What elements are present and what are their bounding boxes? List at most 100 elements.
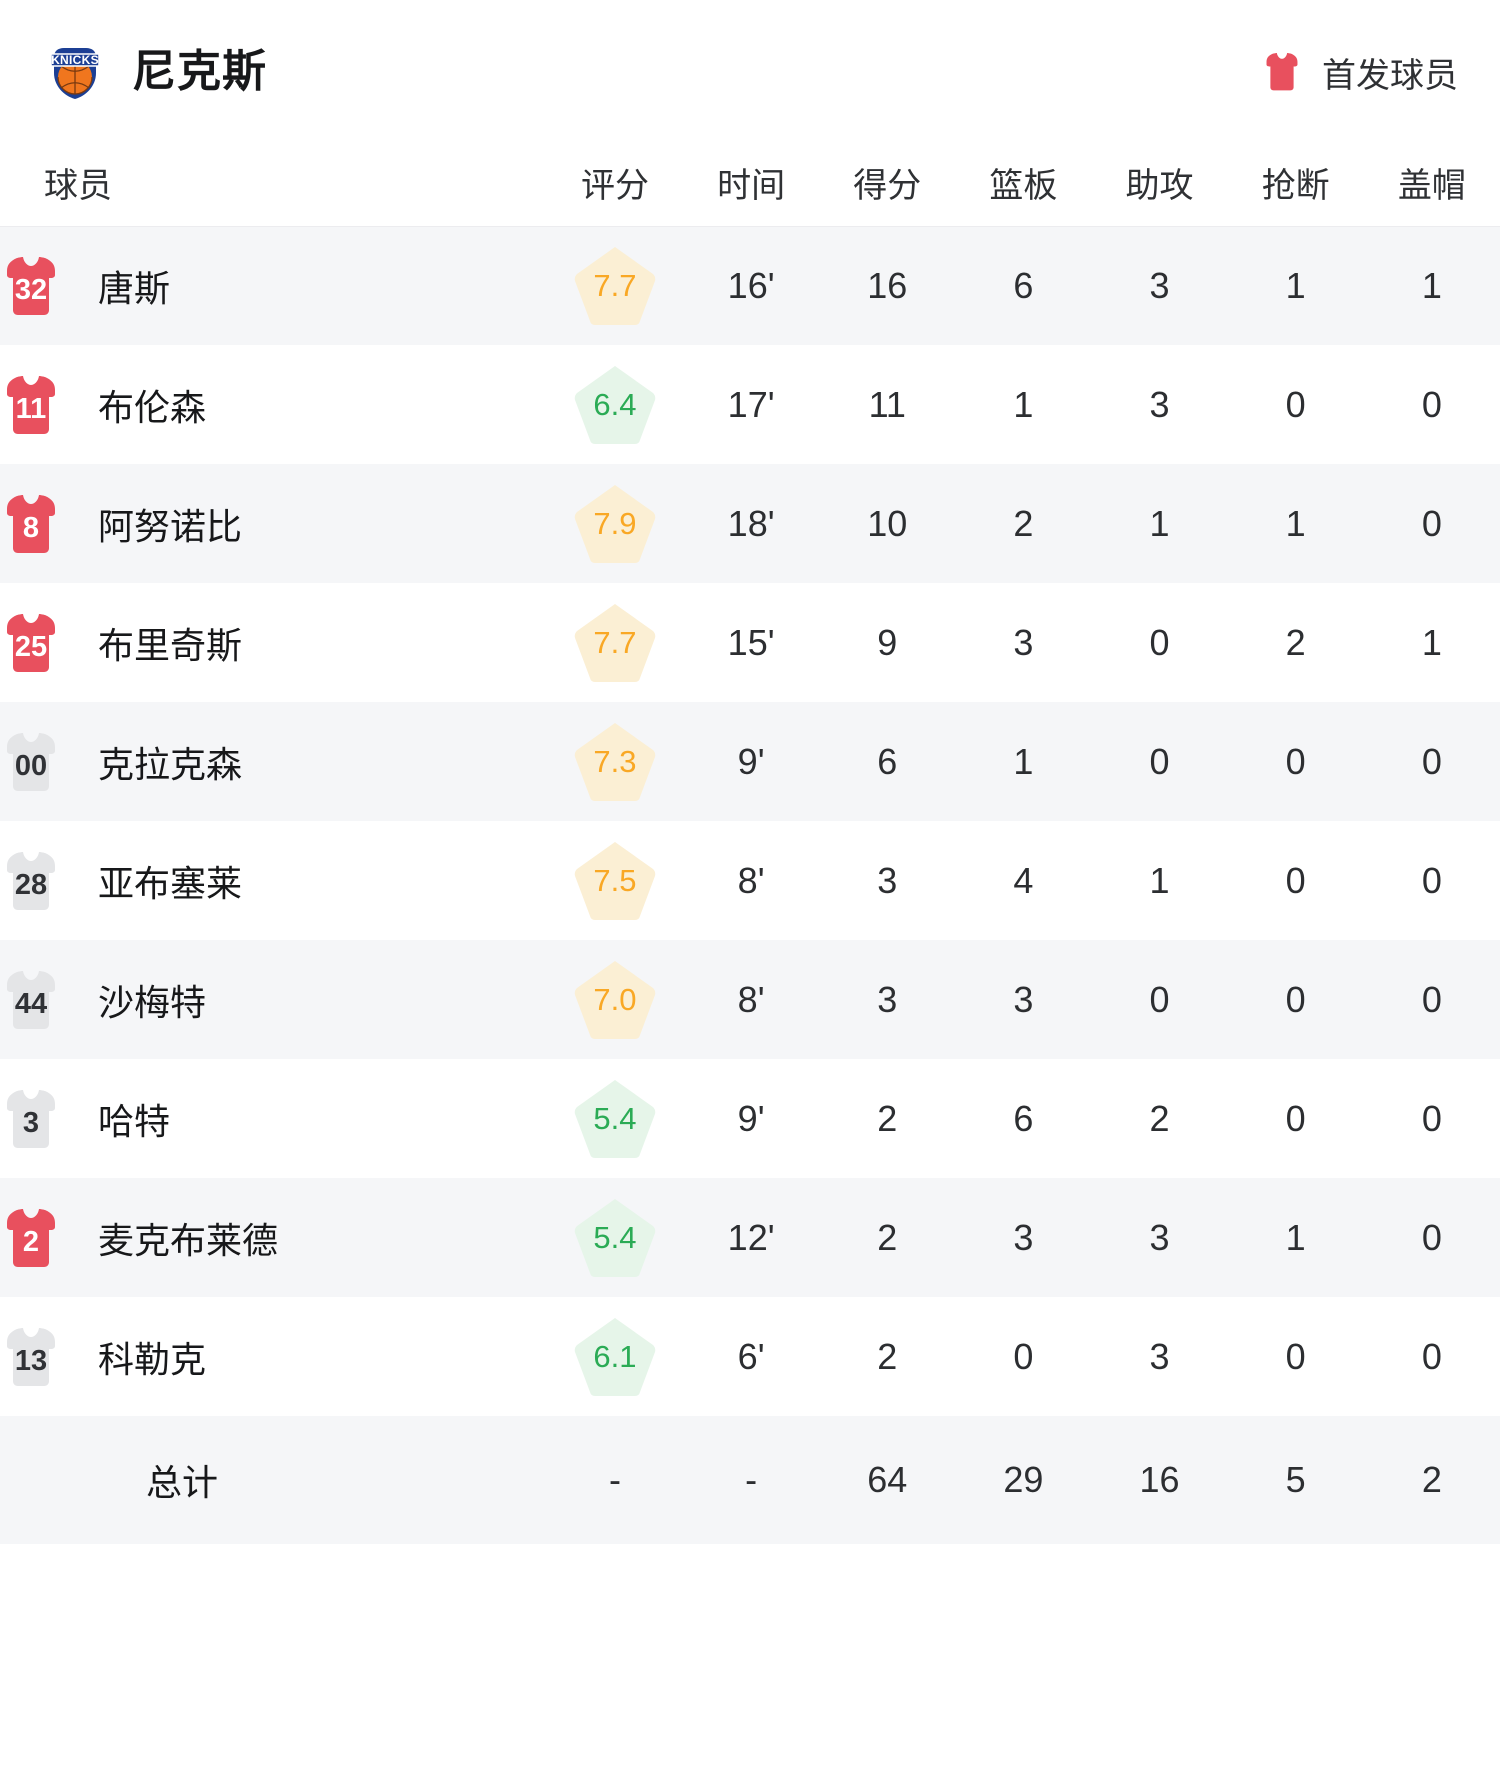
player-name: 亚布塞莱 (98, 862, 243, 904)
jersey-icon-starter: 25 (0, 611, 62, 675)
blocks-value: 1 (1421, 264, 1442, 306)
assists-value: 0 (1149, 740, 1170, 782)
rating-cell: 7.3 (547, 702, 683, 821)
rating-badge: 7.3 (573, 721, 657, 803)
table-row[interactable]: 00 克拉克森 7.3 9' 6 1 0 0 0 (0, 702, 1500, 821)
totals-label-cell: 总计 (0, 1416, 547, 1544)
minutes-value: 9' (737, 1097, 765, 1139)
rebounds-value: 1 (1013, 740, 1034, 782)
player-cell[interactable]: 28 亚布塞莱 (0, 821, 547, 940)
table-row[interactable]: 25 布里奇斯 7.7 15' 9 3 0 2 1 (0, 583, 1500, 702)
rebounds-value: 2 (1013, 502, 1034, 544)
svg-text:KNICKS: KNICKS (51, 53, 99, 67)
table-row[interactable]: 2 麦克布莱德 5.4 12' 2 3 3 1 0 (0, 1178, 1500, 1297)
points-value: 3 (877, 859, 898, 901)
player-name: 阿努诺比 (98, 505, 243, 547)
rating-cell: 7.9 (547, 464, 683, 583)
assists-value: 3 (1149, 1335, 1170, 1377)
rebounds-value: 3 (1013, 621, 1034, 663)
jersey-icon-starter: 2 (0, 1206, 62, 1270)
points-value: 2 (877, 1216, 898, 1258)
points-value: 9 (877, 621, 898, 663)
assists-value: 3 (1149, 264, 1170, 306)
jersey-icon-bench: 00 (0, 730, 62, 794)
rating-value: 7.5 (593, 862, 637, 898)
column-header-minutes[interactable]: 时间 (717, 167, 786, 206)
starters-legend: 首发球员 (1262, 48, 1474, 97)
jersey-number: 11 (15, 392, 47, 425)
column-header-rebounds[interactable]: 篮板 (989, 167, 1058, 206)
rebounds-value: 3 (1013, 1216, 1034, 1258)
table-row[interactable]: 32 唐斯 7.7 16' 16 6 3 1 1 (0, 226, 1500, 345)
rating-value: 5.4 (593, 1100, 637, 1136)
table-row[interactable]: 11 布伦森 6.4 17' 11 1 3 0 0 (0, 345, 1500, 464)
blocks-value: 0 (1421, 1097, 1442, 1139)
column-header-rating[interactable]: 评分 (580, 167, 649, 206)
jersey-icon-starter: 11 (0, 373, 62, 437)
table-row[interactable]: 3 哈特 5.4 9' 2 6 2 0 0 (0, 1059, 1500, 1178)
blocks-value: 1 (1421, 621, 1442, 663)
player-cell[interactable]: 3 哈特 (0, 1059, 547, 1178)
player-name: 沙梅特 (98, 981, 207, 1023)
table-row[interactable]: 8 阿努诺比 7.9 18' 10 2 1 1 0 (0, 464, 1500, 583)
rating-cell: 6.1 (547, 1297, 683, 1416)
points-value: 2 (877, 1335, 898, 1377)
jersey-icon (1262, 51, 1302, 93)
jersey-icon-bench: 28 (0, 849, 62, 913)
player-cell[interactable]: 32 唐斯 (0, 226, 547, 345)
rating-cell: 7.7 (547, 583, 683, 702)
player-cell[interactable]: 8 阿努诺比 (0, 464, 547, 583)
rating-badge: 6.4 (573, 364, 657, 446)
player-cell[interactable]: 25 布里奇斯 (0, 583, 547, 702)
rating-badge: 7.7 (573, 245, 657, 327)
team-identity[interactable]: KNICKS 尼克斯 (44, 41, 267, 103)
team-header: KNICKS 尼克斯 首发球员 (0, 0, 1500, 140)
player-name: 布伦森 (98, 386, 207, 428)
column-header-points[interactable]: 得分 (853, 167, 922, 206)
rating-badge: 7.0 (573, 959, 657, 1041)
table-row[interactable]: 44 沙梅特 7.0 8' 3 3 0 0 0 (0, 940, 1500, 1059)
rating-cell: 7.7 (547, 226, 683, 345)
assists-value: 0 (1149, 621, 1170, 663)
player-cell[interactable]: 2 麦克布莱德 (0, 1178, 547, 1297)
minutes-value: 6' (737, 1335, 765, 1377)
points-value: 10 (867, 502, 908, 544)
boxscore-table: 球员 评分 时间 得分 篮板 助攻 抢断 盖帽 32 唐斯 7.7 16' 16 6 3 1 1… (0, 140, 1500, 1544)
jersey-number: 32 (14, 273, 48, 306)
rating-cell: 5.4 (547, 1059, 683, 1178)
player-name: 科勒克 (98, 1338, 207, 1380)
blocks-value: 0 (1421, 1216, 1442, 1258)
rating-value: 6.1 (593, 1338, 637, 1374)
table-row[interactable]: 13 科勒克 6.1 6' 2 0 3 0 0 (0, 1297, 1500, 1416)
steals-value: 0 (1285, 1335, 1306, 1377)
minutes-value: 15' (727, 621, 775, 663)
jersey-number: 3 (22, 1106, 40, 1139)
blocks-value: 0 (1421, 1335, 1442, 1377)
player-cell[interactable]: 13 科勒克 (0, 1297, 547, 1416)
column-header-steals[interactable]: 抢断 (1261, 167, 1330, 206)
jersey-icon-bench: 3 (0, 1087, 62, 1151)
points-value: 2 (877, 1097, 898, 1139)
jersey-number: 25 (14, 630, 48, 663)
points-value: 6 (877, 740, 898, 782)
jersey-icon-bench: 44 (0, 968, 62, 1032)
points-value: 3 (877, 978, 898, 1020)
totals-rebounds: 29 (1003, 1459, 1044, 1500)
player-name: 哈特 (98, 1100, 171, 1142)
rebounds-value: 0 (1013, 1335, 1034, 1377)
rating-value: 7.3 (593, 743, 637, 779)
steals-value: 0 (1285, 383, 1306, 425)
player-cell[interactable]: 44 沙梅特 (0, 940, 547, 1059)
starters-legend-label: 首发球员 (1322, 56, 1458, 95)
knicks-logo-icon: KNICKS (44, 41, 106, 103)
player-cell[interactable]: 00 克拉克森 (0, 702, 547, 821)
column-header-player[interactable]: 球员 (44, 167, 112, 206)
column-header-assists[interactable]: 助攻 (1125, 167, 1194, 206)
player-cell[interactable]: 11 布伦森 (0, 345, 547, 464)
table-body: 32 唐斯 7.7 16' 16 6 3 1 1 11 布伦森 6.4 17' 11 1 3 0 0 8 阿努诺比 7.… (0, 226, 1500, 1544)
jersey-icon-starter: 32 (0, 254, 62, 318)
minutes-value: 18' (727, 502, 775, 544)
table-row[interactable]: 28 亚布塞莱 7.5 8' 3 4 1 0 0 (0, 821, 1500, 940)
column-header-blocks[interactable]: 盖帽 (1397, 167, 1466, 206)
steals-value: 0 (1285, 1097, 1306, 1139)
